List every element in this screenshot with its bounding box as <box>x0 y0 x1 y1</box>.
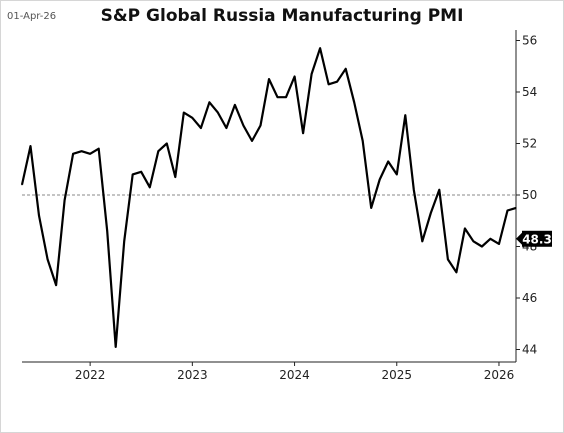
last-value-pointer <box>516 232 522 245</box>
data-point <box>379 178 381 181</box>
y-tick-label: 52 <box>522 137 537 151</box>
data-point <box>438 189 440 191</box>
data-point <box>455 271 457 273</box>
y-tick-label: 54 <box>522 85 537 99</box>
data-point <box>515 207 517 209</box>
data-point <box>38 215 40 217</box>
date-label: 01-Apr-26 <box>7 11 57 22</box>
data-point <box>430 212 432 214</box>
data-point <box>200 127 202 129</box>
data-point <box>63 199 66 201</box>
data-point <box>404 114 406 116</box>
data-point <box>472 240 475 242</box>
data-point <box>310 73 313 75</box>
data-point <box>276 96 279 98</box>
data-point <box>123 240 125 242</box>
x-tick-label: 2025 <box>381 368 412 382</box>
data-point <box>191 117 193 119</box>
data-point <box>413 189 415 191</box>
chart-title: S&P Global Russia Manufacturing PMI <box>100 6 464 26</box>
series-line <box>20 47 517 348</box>
pmi-series-line <box>20 47 517 348</box>
y-tick-label: 50 <box>522 188 537 202</box>
data-point <box>421 240 423 242</box>
data-point <box>353 101 355 103</box>
data-point <box>285 96 287 98</box>
data-point <box>387 160 389 163</box>
data-point <box>259 124 262 127</box>
x-tick-label: 2022 <box>75 368 106 382</box>
data-point <box>132 173 134 175</box>
last-value-label: 48.3 <box>522 232 552 246</box>
data-point <box>106 230 108 232</box>
data-point <box>225 127 228 129</box>
tick-labels: 4446485052545620222023202420252026 <box>75 34 537 383</box>
data-point <box>208 101 210 103</box>
data-point <box>157 150 159 152</box>
data-point <box>55 284 57 286</box>
data-point <box>46 258 49 260</box>
data-point <box>166 142 168 145</box>
data-point <box>21 184 23 186</box>
data-point <box>89 153 91 155</box>
data-point <box>183 112 185 114</box>
x-tick-label: 2026 <box>484 368 515 382</box>
data-point <box>481 245 483 248</box>
y-tick-label: 56 <box>522 34 537 48</box>
data-point <box>293 75 296 78</box>
data-point <box>302 132 304 134</box>
data-point <box>149 186 151 188</box>
y-tick-label: 46 <box>522 291 537 305</box>
data-point <box>498 243 500 245</box>
data-point <box>506 209 509 212</box>
last-value-box <box>522 230 552 247</box>
data-point <box>242 124 245 127</box>
data-point <box>251 140 253 142</box>
data-point <box>174 176 176 178</box>
data-point <box>489 238 492 240</box>
data-point <box>81 150 83 152</box>
data-point <box>217 112 219 114</box>
data-point <box>328 83 330 85</box>
x-tick-label: 2024 <box>279 368 310 382</box>
data-point <box>234 104 236 106</box>
data-point <box>268 78 270 80</box>
data-point <box>464 227 466 230</box>
data-point <box>72 153 74 155</box>
data-point <box>370 207 372 209</box>
x-tick-label: 2023 <box>177 368 208 382</box>
data-point <box>345 68 347 70</box>
data-point <box>447 258 449 260</box>
data-point <box>115 346 117 348</box>
y-tick-label: 44 <box>522 343 537 357</box>
last-value-marker: 48.3 <box>516 230 552 247</box>
data-point <box>98 148 100 150</box>
data-point <box>396 173 398 175</box>
data-point <box>319 47 321 49</box>
data-point <box>362 140 364 142</box>
data-point <box>29 145 32 147</box>
data-point <box>336 81 338 83</box>
data-point <box>140 171 142 173</box>
